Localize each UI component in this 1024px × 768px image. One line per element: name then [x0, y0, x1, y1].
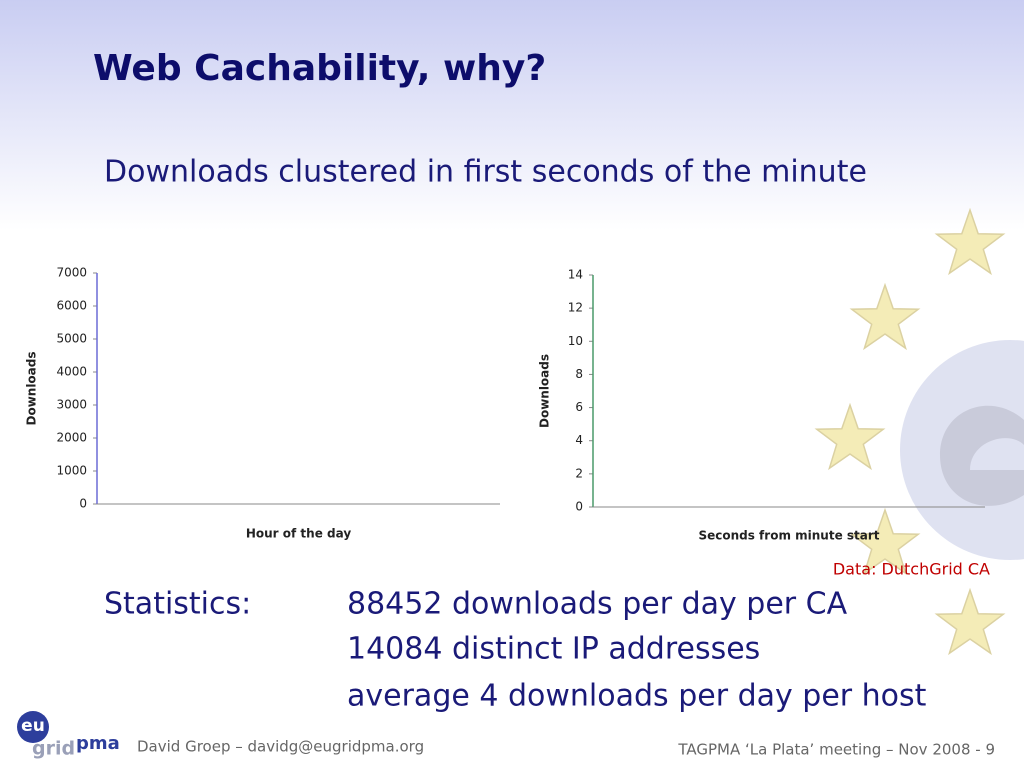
- x-axis-label: Seconds from minute start: [698, 529, 879, 543]
- decoration: [815, 209, 1024, 655]
- y-tick-label: 2: [575, 466, 583, 480]
- y-tick-label: 3000: [56, 398, 87, 412]
- y-tick-label: 10: [568, 334, 583, 348]
- charts: 0 1000 2000 3000 4000 5000 6000 7000 Hour of the…: [25, 266, 985, 543]
- y-tick-label: 6: [575, 400, 583, 414]
- logo-text: grid: [32, 738, 75, 760]
- y-tick-label: 7000: [56, 266, 87, 280]
- logo-text: eu: [21, 716, 45, 736]
- y-tick-label: 6000: [56, 299, 87, 313]
- y-axis-label: Downloads: [25, 351, 39, 425]
- y-tick-label: 4: [575, 433, 583, 447]
- logo-text: pma: [76, 733, 120, 754]
- statistics-line: 14084 distinct IP addresses: [347, 632, 760, 667]
- subtitle: Downloads clustered in first seconds of …: [104, 155, 867, 190]
- y-tick-label: 2000: [56, 431, 87, 445]
- x-axis-label: Hour of the day: [246, 527, 351, 541]
- slide-title: Web Cachability, why?: [93, 48, 546, 89]
- y-tick-label: 0: [79, 497, 87, 511]
- logo: eu grid pma: [17, 711, 120, 760]
- statistics-label: Statistics:: [104, 587, 251, 622]
- y-tick-label: 4000: [56, 365, 87, 379]
- statistics-line: average 4 downloads per day per host: [347, 679, 927, 714]
- y-tick-label: 12: [568, 301, 583, 315]
- footer-meeting: TAGPMA ‘La Plata’ meeting – Nov 2008 - 9: [677, 741, 995, 759]
- y-tick-label: 14: [568, 268, 583, 282]
- y-tick-label: 1000: [56, 464, 87, 478]
- note: Data: DutchGrid CA: [833, 560, 990, 579]
- y-tick-label: 0: [575, 500, 583, 514]
- y-tick-label: 5000: [56, 332, 87, 346]
- y-tick-label: 8: [575, 367, 583, 381]
- statistics-line: 88452 downloads per day per CA: [347, 587, 848, 622]
- y-axis-label: Downloads: [538, 354, 552, 428]
- footer-author: David Groep – davidg@eugridpma.org: [137, 738, 424, 756]
